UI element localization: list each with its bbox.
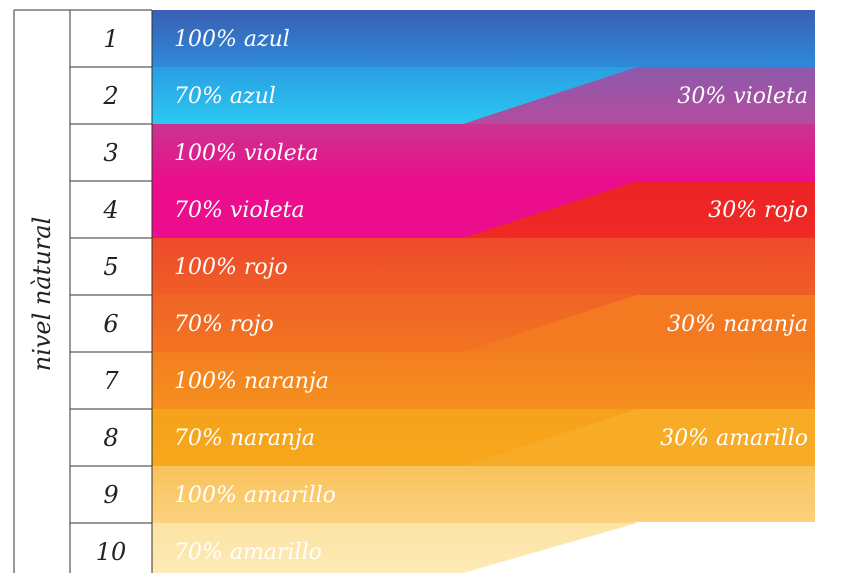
row-right-label: 30% naranja [667,312,808,337]
band-naranja-100 [152,352,815,409]
row-number: 9 [103,481,118,509]
row-number: 3 [103,139,118,167]
row-right-label: 30% violeta [677,84,808,109]
row-left-label: 100% amarillo [174,483,336,508]
row-left-label: 70% violeta [174,198,305,223]
band-violeta-30 [463,67,815,124]
band-rojo-30 [463,181,815,238]
band-rojo-100 [152,238,815,295]
row-number: 4 [102,196,118,224]
row-left-label: 100% rojo [174,255,288,280]
row-number: 5 [103,253,118,281]
row-left-label: 70% naranja [174,426,315,451]
row-numbers: 1 2 3 4 5 6 7 8 9 10 [96,25,127,566]
band-azul-100 [152,10,815,67]
band-naranja-30 [463,295,815,352]
row-left-label: 70% azul [174,84,276,109]
row-number: 10 [96,538,127,566]
row-left-label: 70% amarillo [174,540,322,565]
row-left-label: 100% violeta [174,141,319,166]
band-amarillo-70 [152,523,637,573]
row-number: 1 [103,25,118,53]
row-right-label: 30% rojo [708,198,808,223]
row-number: 8 [103,424,118,452]
row-number: 6 [103,310,118,338]
table-grid [13,9,153,573]
row-right-label: 30% amarillo [660,426,808,451]
side-label: nivel nàtural [28,217,56,372]
row-left-label: 100% naranja [174,369,329,394]
left-labels: 100% azul 70% azul 100% violeta 70% viol… [174,27,336,565]
row-number: 2 [102,82,118,110]
band-amarillo-30 [463,409,815,466]
row-left-label: 100% azul [174,27,290,52]
row-number: 7 [103,367,119,395]
row-left-label: 70% rojo [174,312,274,337]
right-labels: 30% violeta 30% rojo 30% naranja 30% ama… [660,84,808,451]
band-violeta-100 [152,124,815,181]
color-bands [152,10,815,573]
